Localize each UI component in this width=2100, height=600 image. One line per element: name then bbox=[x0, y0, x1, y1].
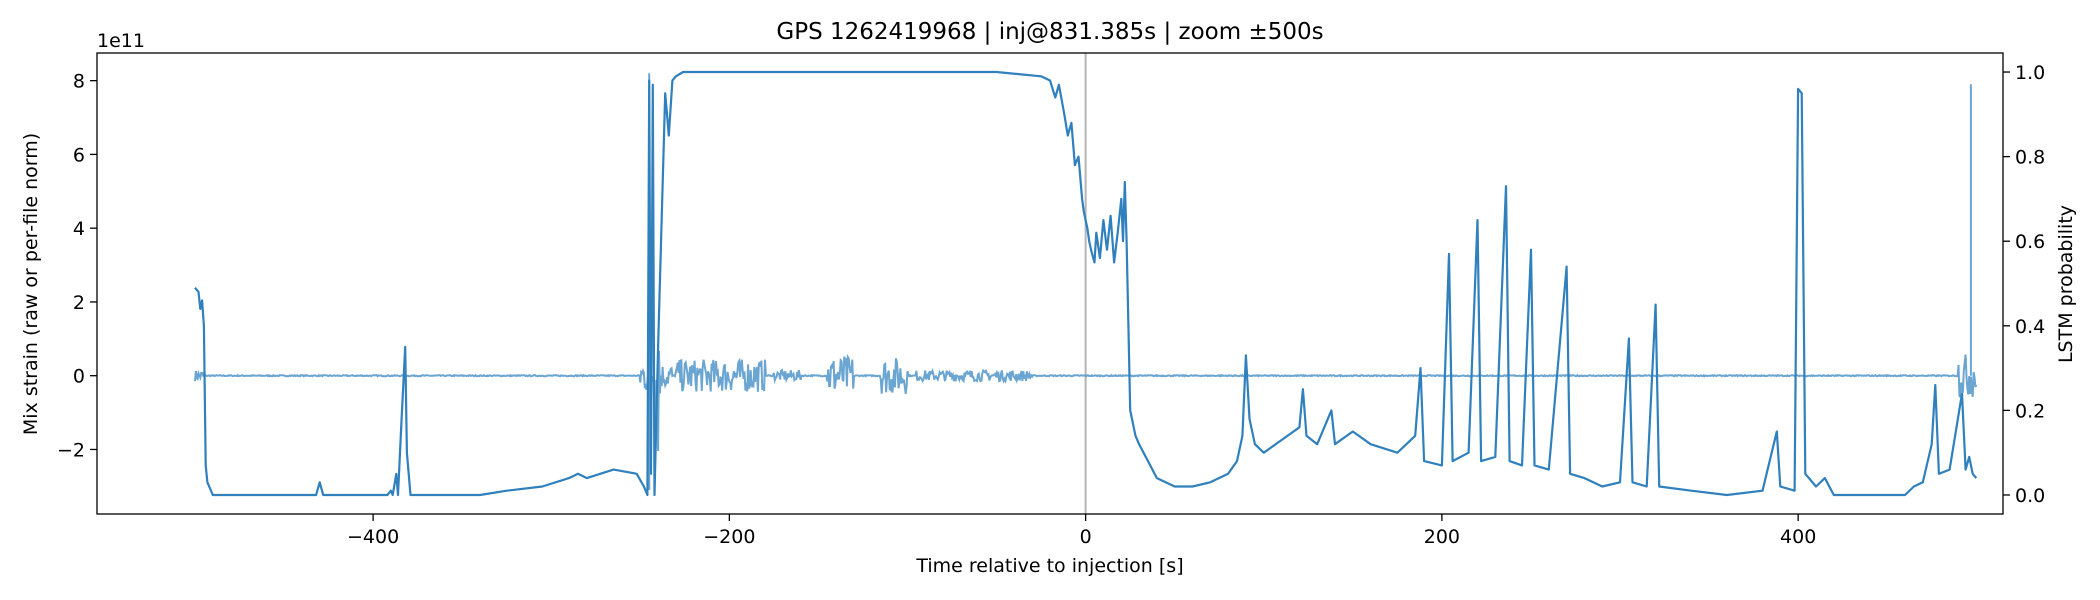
y2-tick-label: 1.0 bbox=[2015, 62, 2045, 84]
y2-tick-label: 0.6 bbox=[2015, 231, 2045, 253]
y-axis-label: Mix strain (raw or per-file norm) bbox=[20, 133, 42, 435]
axes: −400 −200 0 200 400 −2 0 2 4 6 8 0.0 0.2 0.4 0.6 0.8 1.0 bbox=[57, 52, 2045, 548]
x-tick-label: −400 bbox=[347, 526, 399, 548]
y2-tick-label: 0.2 bbox=[2015, 400, 2045, 422]
y2-tick-label: 0.0 bbox=[2015, 485, 2045, 507]
y-tick-label: −2 bbox=[57, 439, 85, 461]
y-tick-label: 8 bbox=[73, 71, 85, 93]
x-tick-label: −200 bbox=[703, 526, 755, 548]
x-tick-label: 400 bbox=[1780, 526, 1816, 548]
x-tick-label: 200 bbox=[1424, 526, 1460, 548]
y-tick-label: 2 bbox=[73, 292, 85, 314]
x-tick-label: 0 bbox=[1080, 526, 1092, 548]
y-offset-label: 1e11 bbox=[97, 30, 145, 52]
y2-axis-label: LSTM probability bbox=[2055, 205, 2077, 363]
x-axis-label: Time relative to injection [s] bbox=[915, 555, 1183, 577]
chart-title: GPS 1262419968 | inj@831.385s | zoom ±50… bbox=[776, 19, 1323, 45]
y-tick-label: 0 bbox=[73, 366, 85, 388]
plot-marks bbox=[194, 53, 1978, 514]
y2-tick-label: 0.4 bbox=[2015, 316, 2045, 338]
y-tick-label: 4 bbox=[73, 218, 85, 240]
plot-frame bbox=[96, 52, 2004, 515]
lstm-probability-line bbox=[194, 70, 1978, 497]
y2-tick-label: 0.8 bbox=[2015, 147, 2045, 169]
y-tick-label: 6 bbox=[73, 144, 85, 166]
